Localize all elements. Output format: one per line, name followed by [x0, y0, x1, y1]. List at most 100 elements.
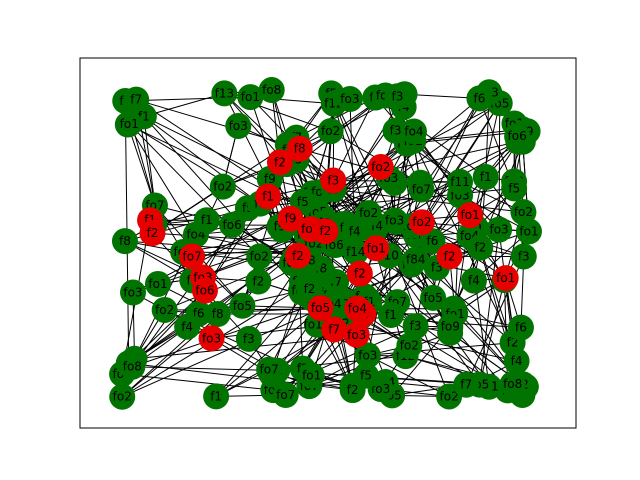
- node-circle: [151, 296, 178, 323]
- node-circle: [225, 112, 252, 139]
- graph-node-green: f2: [245, 268, 272, 295]
- node-circle: [466, 85, 493, 112]
- node-circle: [120, 279, 147, 306]
- node-circle: [492, 265, 519, 292]
- node-label: fo5: [424, 291, 443, 305]
- graph-node-green: fo3: [120, 279, 147, 306]
- graph-edge: [143, 116, 156, 206]
- node-label: fo2: [250, 250, 269, 264]
- node-label: f1: [138, 109, 150, 123]
- node-label: f4: [511, 354, 523, 368]
- graph-edge: [215, 307, 321, 397]
- node-label: fo1: [461, 208, 480, 222]
- graph-edge: [122, 373, 274, 391]
- node-circle: [266, 149, 293, 176]
- node-circle: [246, 243, 273, 270]
- node-circle: [204, 301, 231, 328]
- node-label: fo1: [120, 117, 139, 131]
- graph-node-green: fo2: [151, 296, 178, 323]
- node-label: fo3: [371, 382, 390, 396]
- node-label: f8: [119, 234, 131, 248]
- node-label: fo8: [262, 83, 281, 97]
- node-label: fo7: [260, 363, 279, 377]
- node-label: fo1: [148, 277, 167, 291]
- graph-node-green: fo4: [400, 118, 427, 145]
- node-circle: [237, 84, 264, 111]
- node-label: f6: [473, 91, 485, 105]
- node-circle: [119, 353, 146, 380]
- node-label: fo3: [385, 213, 404, 227]
- node-label: f3: [390, 124, 402, 138]
- graph-node-green: f5: [353, 362, 380, 389]
- node-label: fo9: [441, 320, 460, 334]
- graph-node-green: fo2: [355, 200, 382, 227]
- node-circle: [298, 362, 325, 389]
- node-circle: [363, 235, 390, 262]
- node-label: fo3: [123, 286, 142, 300]
- graph-node-green: fo2: [246, 243, 273, 270]
- node-label: fo4: [404, 125, 423, 139]
- node-label: f14: [346, 245, 366, 259]
- graph-edge: [127, 124, 156, 206]
- node-label: fo2: [213, 180, 232, 194]
- node-circle: [211, 80, 238, 107]
- graph-edge: [479, 229, 500, 385]
- node-circle: [286, 135, 313, 162]
- node-label: fo8: [123, 360, 142, 374]
- node-label: fo5: [311, 301, 330, 315]
- node-label: f3: [391, 89, 403, 103]
- node-circle: [191, 277, 218, 304]
- node-circle: [203, 383, 230, 410]
- node-circle: [174, 313, 201, 340]
- node-label: fo1: [302, 368, 321, 382]
- node-label: f2: [147, 226, 159, 240]
- graph-node-green: fo3: [225, 112, 252, 139]
- node-circle: [420, 284, 447, 311]
- node-circle: [272, 382, 299, 409]
- node-label: fo2: [359, 206, 378, 220]
- graph-node-red: f2: [266, 149, 293, 176]
- node-label: f9: [242, 201, 254, 215]
- node-circle: [277, 205, 304, 232]
- graph-node-red: fo6: [191, 277, 218, 304]
- graph-node-red: f2: [346, 260, 373, 287]
- node-circle: [472, 164, 499, 191]
- node-circle: [402, 246, 429, 273]
- node-circle: [284, 242, 311, 269]
- node-label: f5: [360, 369, 372, 383]
- node-label: f2: [507, 336, 519, 350]
- graph-node-red: fo4: [344, 295, 371, 322]
- node-circle: [229, 292, 256, 319]
- node-layer: f4f6f23f8f10fo7f1fo2f7fo5fo2fo1f24f13fo3…: [109, 77, 542, 410]
- graph-edge: [132, 366, 278, 372]
- node-circle: [198, 325, 225, 352]
- graph-node-green: f3: [510, 243, 537, 270]
- graph-node-green: fo2: [109, 383, 136, 410]
- node-circle: [179, 243, 206, 270]
- node-circle: [341, 218, 368, 245]
- node-label: f1: [385, 308, 397, 322]
- node-circle: [111, 228, 138, 255]
- graph-edge: [498, 103, 501, 230]
- node-label: f1: [262, 190, 274, 204]
- node-label: f9: [285, 212, 297, 226]
- node-label: fo7: [412, 182, 431, 196]
- graph-node-green: fo2: [317, 118, 344, 145]
- node-circle: [408, 176, 435, 203]
- graph-edge: [143, 92, 225, 117]
- graph-node-red: fo1: [492, 265, 519, 292]
- graph-node-red: fo2: [408, 209, 435, 236]
- node-circle: [320, 167, 347, 194]
- node-label: fo2: [155, 303, 174, 317]
- graph-node-green: f3: [235, 325, 262, 352]
- node-label: f3: [410, 319, 422, 333]
- graph-node-green: fo1: [237, 84, 264, 111]
- graph-node-red: fo1: [457, 202, 484, 229]
- graph-node-green: f3: [382, 117, 409, 144]
- node-label: fo3: [229, 119, 248, 133]
- node-circle: [219, 211, 246, 238]
- node-label: f1: [363, 295, 375, 309]
- graph-node-red: f9: [277, 205, 304, 232]
- graph-node-green: f4: [503, 348, 530, 375]
